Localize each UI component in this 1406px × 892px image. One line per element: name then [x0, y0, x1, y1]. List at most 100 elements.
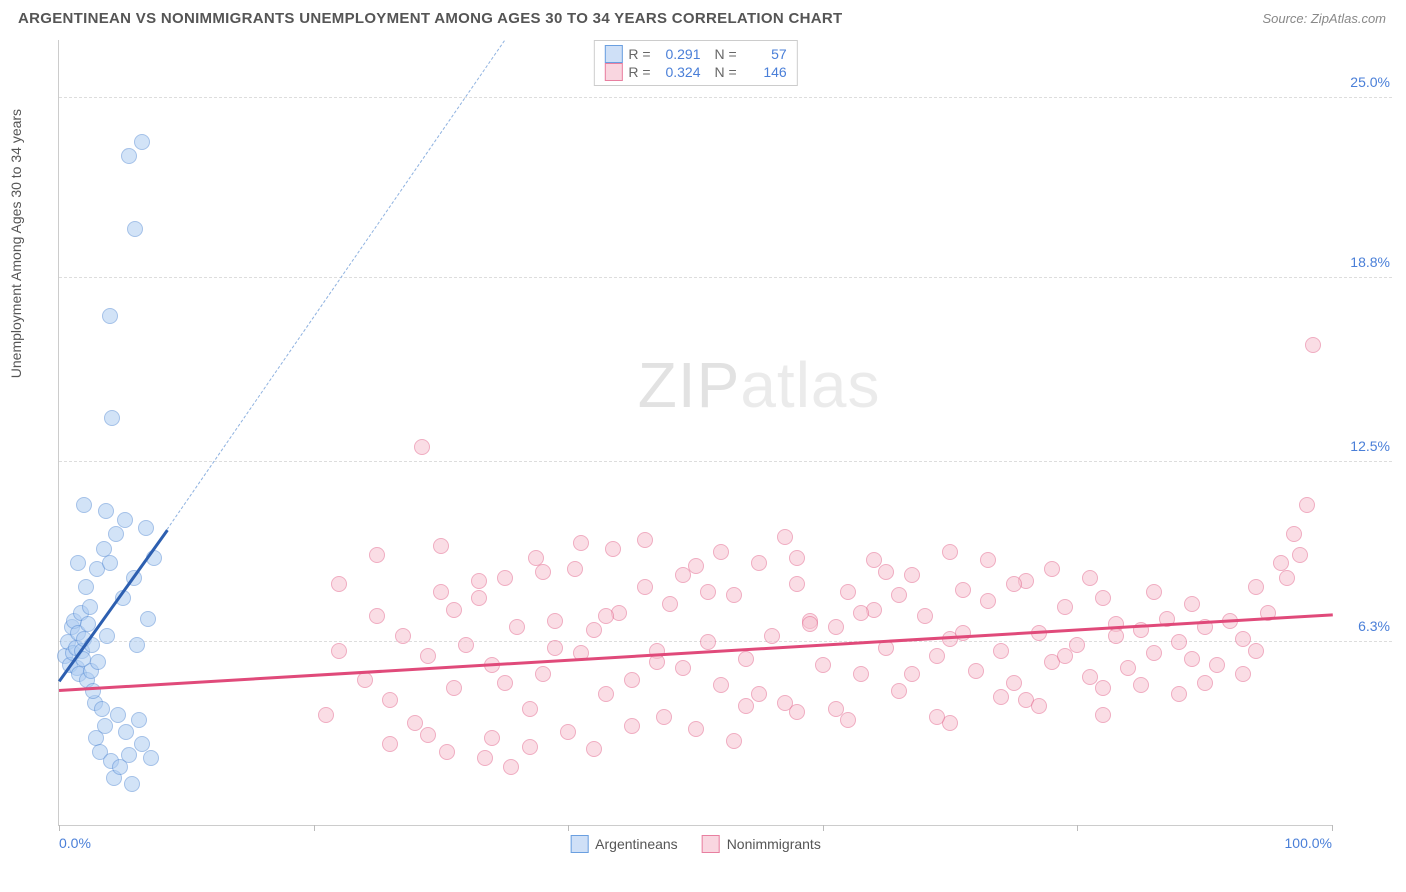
data-point: [471, 573, 487, 589]
legend-swatch: [604, 45, 622, 63]
data-point: [904, 666, 920, 682]
data-point: [738, 698, 754, 714]
data-point: [97, 718, 113, 734]
data-point: [497, 570, 513, 586]
data-point: [675, 567, 691, 583]
data-point: [586, 622, 602, 638]
data-point: [522, 739, 538, 755]
data-point: [140, 611, 156, 627]
data-point: [726, 587, 742, 603]
data-point: [108, 526, 124, 542]
data-point: [121, 148, 137, 164]
data-point: [1184, 651, 1200, 667]
data-point: [980, 593, 996, 609]
data-point: [129, 637, 145, 653]
legend-swatch: [604, 63, 622, 81]
data-point: [124, 776, 140, 792]
data-point: [675, 660, 691, 676]
data-point: [134, 736, 150, 752]
data-point: [1095, 680, 1111, 696]
data-point: [777, 529, 793, 545]
data-point: [1209, 657, 1225, 673]
data-point: [535, 564, 551, 580]
data-point: [1095, 707, 1111, 723]
y-tick-label: 6.3%: [1358, 618, 1390, 634]
data-point: [70, 555, 86, 571]
data-point: [649, 654, 665, 670]
data-point: [980, 552, 996, 568]
data-point: [955, 582, 971, 598]
data-point: [637, 579, 653, 595]
data-point: [929, 648, 945, 664]
data-point: [993, 643, 1009, 659]
data-point: [891, 683, 907, 699]
data-point: [815, 657, 831, 673]
data-point: [1069, 637, 1085, 653]
data-point: [1057, 599, 1073, 615]
data-point: [605, 541, 621, 557]
data-point: [1108, 628, 1124, 644]
data-point: [853, 666, 869, 682]
data-point: [656, 709, 672, 725]
data-point: [802, 616, 818, 632]
legend-item: Nonimmigrants: [702, 835, 821, 853]
legend-n-value: 146: [743, 64, 787, 80]
data-point: [1171, 686, 1187, 702]
data-point: [331, 576, 347, 592]
data-point: [598, 608, 614, 624]
data-point: [637, 532, 653, 548]
data-point: [1292, 547, 1308, 563]
data-point: [1235, 666, 1251, 682]
data-point: [688, 721, 704, 737]
watermark-bold: ZIP: [638, 349, 741, 421]
chart-title: ARGENTINEAN VS NONIMMIGRANTS UNEMPLOYMEN…: [18, 10, 842, 27]
data-point: [102, 308, 118, 324]
data-point: [700, 634, 716, 650]
y-tick-label: 25.0%: [1350, 74, 1390, 90]
data-point: [369, 608, 385, 624]
data-point: [382, 692, 398, 708]
data-point: [1146, 645, 1162, 661]
x-tick: [314, 825, 315, 831]
data-point: [99, 628, 115, 644]
trend-line-dashed: [167, 40, 505, 530]
data-point: [121, 747, 137, 763]
data-point: [82, 599, 98, 615]
data-point: [789, 550, 805, 566]
data-point: [713, 677, 729, 693]
data-point: [828, 701, 844, 717]
legend-r-value: 0.324: [657, 64, 701, 80]
data-point: [828, 619, 844, 635]
data-point: [1031, 698, 1047, 714]
data-point: [318, 707, 334, 723]
data-point: [471, 590, 487, 606]
legend-item: Argentineans: [570, 835, 678, 853]
data-point: [1133, 677, 1149, 693]
data-point: [955, 625, 971, 641]
data-point: [1146, 584, 1162, 600]
x-tick: [1332, 825, 1333, 831]
data-point: [1248, 579, 1264, 595]
y-tick-label: 12.5%: [1350, 438, 1390, 454]
gridline-h: [59, 277, 1392, 278]
data-point: [484, 730, 500, 746]
data-point: [1286, 526, 1302, 542]
x-tick: [823, 825, 824, 831]
data-point: [90, 654, 106, 670]
data-point: [94, 701, 110, 717]
data-point: [78, 579, 94, 595]
data-point: [535, 666, 551, 682]
data-point: [751, 555, 767, 571]
data-point: [573, 535, 589, 551]
data-point: [446, 680, 462, 696]
x-tick: [568, 825, 569, 831]
data-point: [968, 663, 984, 679]
data-point: [522, 701, 538, 717]
legend-row: R =0.291N =57: [604, 45, 786, 63]
gridline-h: [59, 641, 1392, 642]
data-point: [458, 637, 474, 653]
legend-r-value: 0.291: [657, 46, 701, 62]
x-tick: [59, 825, 60, 831]
watermark: ZIPatlas: [638, 348, 881, 422]
legend-r-label: R =: [628, 64, 650, 80]
